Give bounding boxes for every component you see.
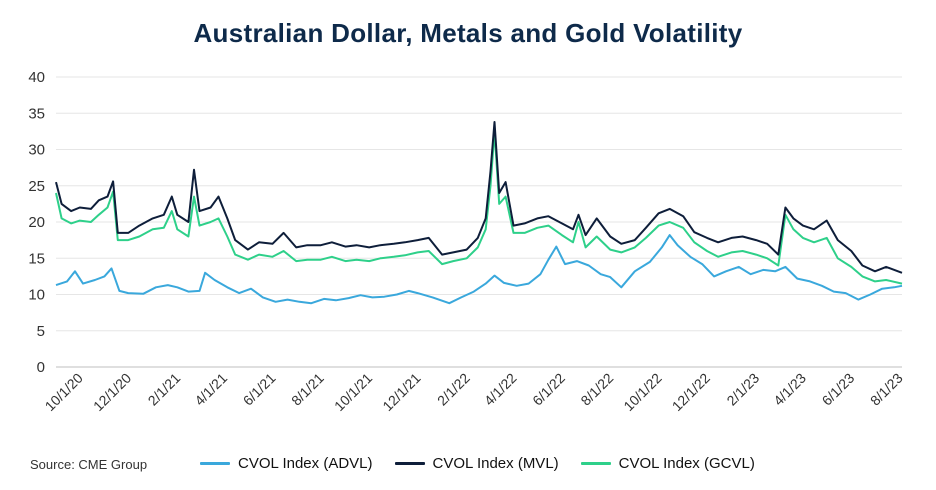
legend-item-advl: CVOL Index (ADVL)	[200, 455, 373, 472]
x-tick-label: 10/1/21	[331, 370, 375, 414]
y-tick-label: 35	[28, 105, 45, 122]
y-tick-label: 5	[37, 323, 45, 340]
x-tick-label: 8/1/23	[867, 370, 906, 409]
legend: CVOL Index (ADVL) CVOL Index (MVL) CVOL …	[200, 455, 755, 472]
y-tick-label: 25	[28, 178, 45, 195]
chart-title: Australian Dollar, Metals and Gold Volat…	[193, 18, 743, 48]
x-tick-labels: 10/1/20 12/1/20 2/1/21 4/1/21 6/1/21 8/1/21 10…	[42, 370, 906, 414]
x-tick-label: 8/1/22	[577, 370, 616, 409]
x-tick-label: 12/1/21	[379, 370, 423, 414]
x-tick-label: 4/1/23	[770, 370, 809, 409]
legend-label-advl: CVOL Index (ADVL)	[238, 455, 373, 472]
series-line-cvol-index-gcvl	[55, 130, 903, 285]
x-tick-label: 8/1/21	[288, 370, 327, 409]
y-tick-label: 10	[28, 287, 45, 304]
gridlines	[56, 76, 902, 368]
legend-item-mvl: CVOL Index (MVL)	[394, 455, 559, 472]
legend-label-gcvl: CVOL Index (GCVL)	[618, 455, 755, 472]
series-line-cvol-index-mvl	[55, 121, 903, 274]
x-tick-label: 12/1/22	[669, 370, 713, 414]
legend-label-mvl: CVOL Index (MVL)	[432, 455, 559, 472]
legend-swatch-mvl	[394, 462, 425, 465]
x-tick-label: 4/1/22	[481, 370, 520, 409]
x-tick-label: 6/1/21	[240, 370, 279, 409]
y-tick-label: 15	[28, 250, 45, 267]
legend-swatch-gcvl	[580, 462, 611, 465]
y-tick-label: 30	[28, 142, 45, 159]
y-tick-label: 0	[37, 359, 45, 376]
x-tick-label: 6/1/23	[819, 370, 858, 409]
x-tick-label: 12/1/20	[90, 370, 134, 414]
x-tick-label: 2/1/22	[434, 370, 473, 409]
legend-swatch-advl	[200, 462, 230, 465]
x-tick-label: 2/1/23	[723, 370, 762, 409]
y-tick-labels: 0 5 10 15 20 25 30 35 40	[28, 69, 45, 376]
legend-item-gcvl: CVOL Index (GCVL)	[580, 455, 755, 472]
y-tick-label: 40	[28, 69, 45, 86]
x-tick-label: 10/1/20	[42, 370, 86, 414]
source-note: Source: CME Group	[30, 457, 148, 472]
x-tick-label: 6/1/22	[529, 370, 568, 409]
series-lines	[55, 121, 903, 305]
y-tick-label: 20	[28, 214, 45, 231]
x-tick-label: 4/1/21	[191, 370, 230, 409]
series-line-cvol-index-advl	[55, 234, 903, 305]
x-tick-label: 2/1/21	[145, 370, 184, 409]
x-tick-label: 10/1/22	[620, 370, 664, 414]
